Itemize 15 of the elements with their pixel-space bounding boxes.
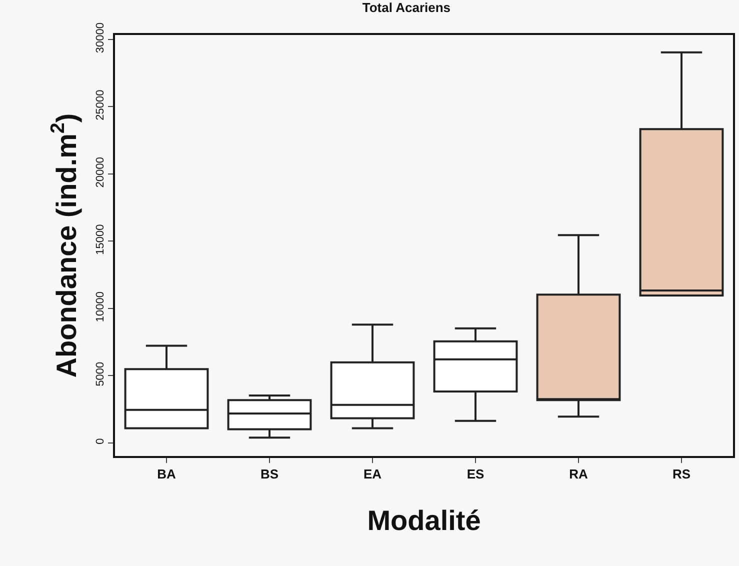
- x-tick-label: RA: [569, 466, 588, 482]
- x-tick-label: EA: [363, 466, 382, 482]
- chart-title: Total Acariens: [362, 0, 451, 15]
- x-tick-label: BS: [260, 466, 279, 482]
- y-tick-label: 15000: [94, 224, 107, 255]
- x-tick-label: ES: [466, 466, 484, 482]
- x-tick-label: BA: [157, 466, 176, 482]
- y-tick-label: 20000: [94, 156, 107, 188]
- y-tick-label: 5000: [94, 362, 107, 386]
- y-tick-label: 0: [94, 438, 107, 444]
- y-tick-label: 10000: [94, 292, 107, 322]
- y-tick-label: 30000: [94, 22, 107, 54]
- x-axis-title: Modalité: [367, 505, 481, 536]
- y-tick-label: 25000: [94, 90, 107, 120]
- x-tick-label: RS: [672, 466, 691, 482]
